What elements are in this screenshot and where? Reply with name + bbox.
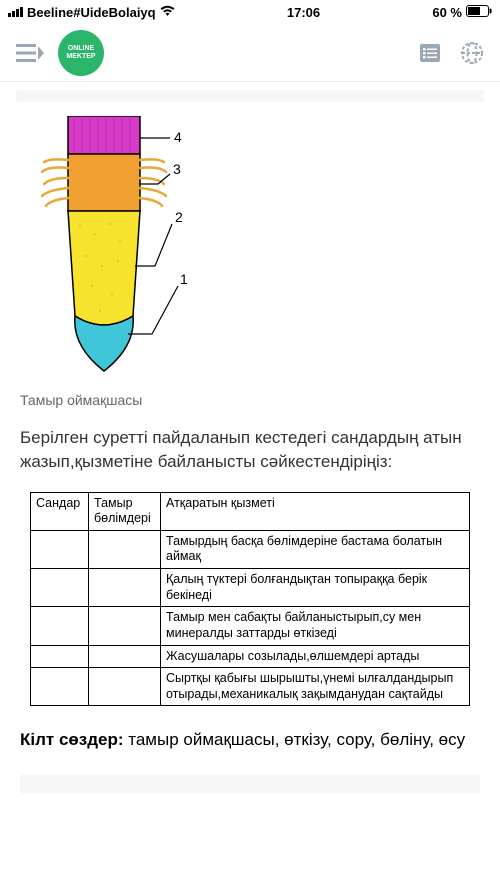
diagram-caption: Тамыр оймақшасы xyxy=(20,392,250,408)
cell-part-4[interactable] xyxy=(89,645,161,668)
root-diagram: 4 3 2 1 xyxy=(20,116,220,386)
menu-icon[interactable] xyxy=(16,42,44,64)
cell-func-2: Қалың түктері болғандықтан топыраққа бер… xyxy=(161,569,470,607)
list-icon[interactable] xyxy=(418,41,442,65)
table-header-row: Сандар Тамыр бөлімдері Атқаратын қызметі xyxy=(31,492,470,530)
table-row: Тамырдың басқа бөлімдеріне бастама болат… xyxy=(31,530,470,568)
status-bar: Beeline#UideBolaiyq 17:06 60 % xyxy=(0,0,500,24)
cell-part-2[interactable] xyxy=(89,569,161,607)
diagram-label-4: 4 xyxy=(174,129,182,145)
root-diagram-wrap: 4 3 2 1 Тамыр оймақшасы xyxy=(20,116,250,408)
signal-icon xyxy=(8,7,23,17)
cell-func-3: Тамыр мен сабақты байланыстырып,су мен м… xyxy=(161,607,470,645)
status-right: 60 % xyxy=(432,5,492,20)
cell-part-3[interactable] xyxy=(89,607,161,645)
status-left: Beeline#UideBolaiyq xyxy=(8,5,175,20)
cell-func-5: Сыртқы қабығы шырышты,үнемі ылғалдандыры… xyxy=(161,668,470,706)
app-header: ONLINE MEKTEP xyxy=(0,24,500,82)
table-row: Сыртқы қабығы шырышты,үнемі ылғалдандыры… xyxy=(31,668,470,706)
battery-pct: 60 % xyxy=(432,5,462,20)
th-parts: Тамыр бөлімдері xyxy=(89,492,161,530)
th-numbers: Сандар xyxy=(31,492,89,530)
battery-icon xyxy=(466,5,492,20)
cell-num-2[interactable] xyxy=(31,569,89,607)
cell-num-5[interactable] xyxy=(31,668,89,706)
cell-part-1[interactable] xyxy=(89,530,161,568)
cell-func-1: Тамырдың басқа бөлімдеріне бастама болат… xyxy=(161,530,470,568)
carrier-label: Beeline#UideBolaiyq xyxy=(27,5,156,20)
bottom-panel xyxy=(20,774,480,794)
cell-num-3[interactable] xyxy=(31,607,89,645)
diagram-label-3: 3 xyxy=(173,161,181,177)
table-wrap: Сандар Тамыр бөлімдері Атқаратын қызметі… xyxy=(20,492,480,707)
th-function: Атқаратын қызметі xyxy=(161,492,470,530)
diagram-label-1: 1 xyxy=(180,271,188,287)
instruction-text: Берілген суретті пайдаланып кестедегі са… xyxy=(20,426,480,474)
keywords-line: Кілт сөздер: тамыр оймақшасы, өткізу, со… xyxy=(20,728,480,752)
app-logo[interactable]: ONLINE MEKTEP xyxy=(58,30,104,76)
keywords-label: Кілт сөздер: xyxy=(20,730,124,749)
table-row: Жасушалары созылады,өлшемдері артады xyxy=(31,645,470,668)
logo-line2: MEKTEP xyxy=(66,53,95,61)
table-row: Тамыр мен сабақты байланыстырып,су мен м… xyxy=(31,607,470,645)
cell-part-5[interactable] xyxy=(89,668,161,706)
cell-num-4[interactable] xyxy=(31,645,89,668)
diagram-label-2: 2 xyxy=(175,209,183,225)
root-parts-table: Сандар Тамыр бөлімдері Атқаратын қызметі… xyxy=(30,492,470,707)
content-area: 4 3 2 1 Тамыр оймақшасы Берілген суретті… xyxy=(0,102,500,794)
cell-num-1[interactable] xyxy=(31,530,89,568)
wifi-icon xyxy=(160,5,175,20)
keywords-text: тамыр оймақшасы, өткізу, сору, бөліну, ө… xyxy=(124,730,466,749)
globe-icon[interactable] xyxy=(460,41,484,65)
cell-func-4: Жасушалары созылады,өлшемдері артады xyxy=(161,645,470,668)
top-spacer xyxy=(16,90,484,102)
status-time: 17:06 xyxy=(287,5,320,20)
table-row: Қалың түктері болғандықтан топыраққа бер… xyxy=(31,569,470,607)
logo-line1: ONLINE xyxy=(68,45,94,53)
